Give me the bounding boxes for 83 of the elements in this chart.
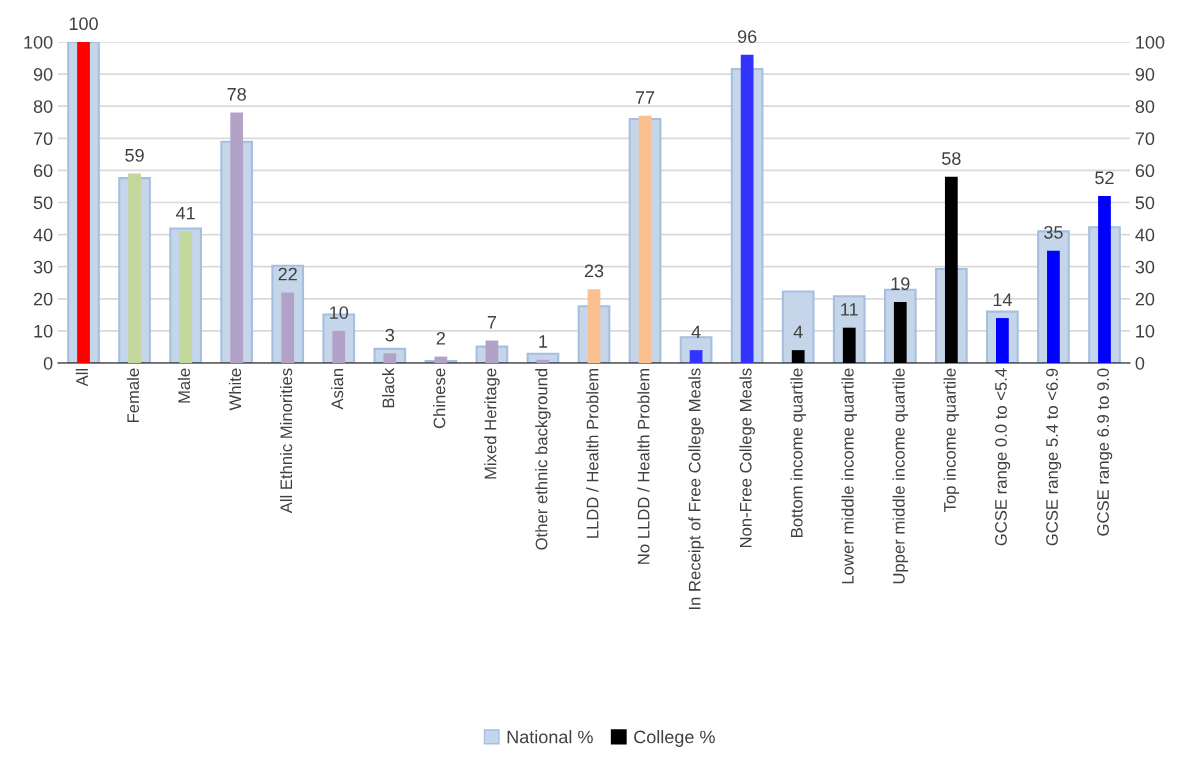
x-tick-label: Lower middle income quartile bbox=[841, 368, 858, 584]
bar bbox=[1098, 196, 1111, 363]
y2-tick-label: 10 bbox=[1136, 324, 1155, 338]
y-tick-label: 40 bbox=[33, 228, 53, 242]
x-tick-label: White bbox=[228, 368, 242, 411]
y-tick-label: 60 bbox=[33, 164, 53, 178]
y2-tick-label: 100 bbox=[1136, 35, 1165, 49]
data-label: 52 bbox=[1095, 171, 1114, 185]
data-label: 35 bbox=[1044, 225, 1063, 239]
y-tick-label: 90 bbox=[33, 68, 53, 81]
x-tick-label: All bbox=[75, 368, 88, 387]
y2-tick-label: 60 bbox=[1135, 164, 1155, 178]
x-tick-label: In Receipt of Free College Meals bbox=[688, 368, 704, 610]
data-label: 78 bbox=[227, 87, 246, 101]
x-tick-label: LLDD / Health Problem bbox=[586, 368, 599, 538]
bar bbox=[230, 112, 244, 363]
data-label: 19 bbox=[891, 277, 910, 291]
data-label: 1 bbox=[539, 335, 548, 348]
bar bbox=[434, 356, 448, 363]
data-label: 58 bbox=[942, 152, 961, 165]
x-tick-label: All Ethnic Minorities bbox=[279, 368, 293, 514]
bar bbox=[128, 173, 141, 363]
bar bbox=[1047, 250, 1060, 363]
bar bbox=[996, 318, 1009, 363]
x-tick-label: Female bbox=[126, 368, 140, 423]
y-tick-label: 50 bbox=[33, 196, 53, 210]
x-tick-label: GCSE range 5.4 to <6.9 bbox=[1046, 368, 1062, 546]
y-tick-label: 70 bbox=[33, 132, 53, 146]
y2-tick-label: 0 bbox=[1135, 356, 1145, 370]
bar bbox=[781, 290, 815, 363]
x-tick-label: Male bbox=[177, 368, 191, 403]
x-tick-label: GCSE range 6.9 to 9.0 bbox=[1097, 368, 1113, 536]
bar bbox=[281, 292, 295, 363]
data-label: 96 bbox=[737, 30, 757, 43]
y2-tick-label: 70 bbox=[1135, 132, 1155, 146]
data-label: 14 bbox=[993, 293, 1012, 306]
bar bbox=[689, 350, 703, 363]
y-tick-label: 80 bbox=[33, 100, 53, 113]
y2-tick-label: 90 bbox=[1135, 68, 1155, 81]
bar bbox=[638, 115, 652, 363]
y-tick-label: 20 bbox=[33, 292, 53, 306]
bar bbox=[179, 231, 192, 363]
y-tick-label: 30 bbox=[33, 260, 53, 274]
x-tick-label: Non-Free College Meals bbox=[739, 368, 755, 548]
y2-tick-label: 40 bbox=[1135, 228, 1155, 242]
data-label: 2 bbox=[436, 331, 445, 345]
data-label: 7 bbox=[487, 316, 497, 329]
legend-label: College % bbox=[634, 730, 715, 747]
bar bbox=[485, 340, 499, 363]
data-label: 22 bbox=[278, 267, 297, 281]
x-tick-label: Asian bbox=[330, 368, 344, 410]
data-label: 4 bbox=[691, 325, 701, 339]
x-tick-label: Bottom income quartile bbox=[790, 368, 806, 537]
x-tick-label: Upper middle income quartile bbox=[892, 368, 909, 584]
y2-tick-label: 30 bbox=[1135, 260, 1155, 274]
bar bbox=[383, 353, 397, 363]
y2-tick-label: 80 bbox=[1135, 100, 1155, 113]
data-label: 100 bbox=[69, 17, 98, 31]
y2-tick-label: 50 bbox=[1135, 196, 1155, 210]
bar bbox=[740, 54, 754, 363]
bar bbox=[332, 330, 346, 363]
data-label: 59 bbox=[125, 148, 144, 162]
y-tick-label: 100 bbox=[24, 35, 53, 49]
x-tick-label: Top income quartile bbox=[943, 368, 960, 512]
data-label: 3 bbox=[385, 328, 395, 342]
x-tick-label: Chinese bbox=[433, 368, 446, 429]
bar bbox=[587, 289, 601, 363]
legend-label: National % bbox=[507, 730, 593, 744]
y2-tick-label: 20 bbox=[1135, 292, 1155, 306]
y-tick-label: 10 bbox=[34, 324, 53, 338]
data-label: 10 bbox=[330, 306, 349, 319]
x-tick-label: Other ethnic background bbox=[535, 368, 551, 550]
data-label: 11 bbox=[841, 303, 858, 316]
data-label: 41 bbox=[175, 206, 195, 220]
bar bbox=[77, 42, 90, 363]
x-tick-label: No LLDD / Health Problem bbox=[637, 368, 650, 564]
x-tick-label: Mixed Heritage bbox=[484, 368, 500, 479]
x-tick-label: Black bbox=[382, 367, 395, 408]
data-label: 23 bbox=[584, 264, 604, 278]
y-tick-label: 0 bbox=[43, 356, 53, 370]
data-label: 77 bbox=[635, 91, 655, 104]
data-label: 4 bbox=[793, 325, 803, 339]
x-tick-label: GCSE range 0.0 to <5.4 bbox=[995, 368, 1011, 546]
